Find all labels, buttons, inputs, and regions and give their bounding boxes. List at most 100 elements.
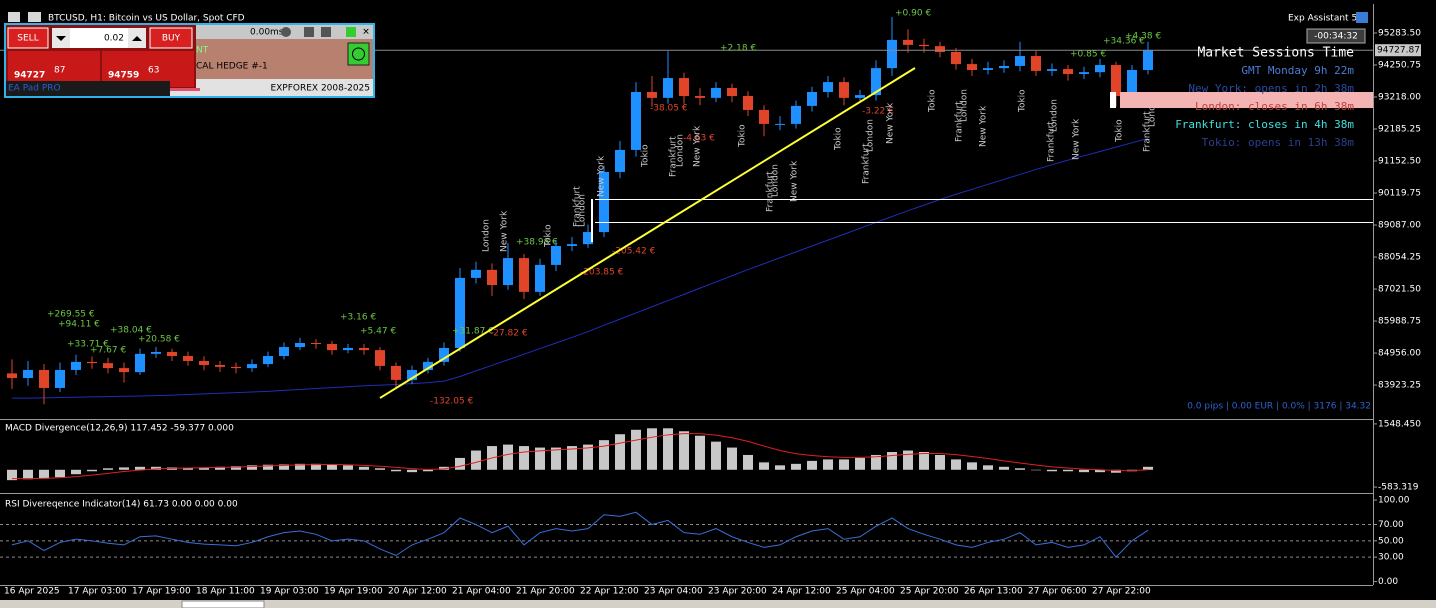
- candle-body: [1143, 50, 1153, 70]
- trade-annotation: +7.67 €: [90, 346, 126, 356]
- settings-icon[interactable]: [304, 27, 314, 37]
- histogram-bar: [1015, 468, 1025, 470]
- histogram-bar: [1031, 469, 1041, 471]
- histogram-bar: [39, 469, 49, 479]
- copyright: EXPFOREX 2008-2025: [270, 84, 370, 94]
- candle-body: [663, 78, 673, 98]
- session-new-york: New York: opens in 2h 38m: [1188, 82, 1354, 95]
- histogram-bar: [791, 463, 801, 470]
- status-indicator[interactable]: [347, 42, 370, 66]
- histogram-bar: [231, 466, 241, 470]
- histogram-bar: [759, 462, 769, 470]
- last-price-box: [1375, 44, 1421, 57]
- session-marker: New York: [500, 210, 510, 252]
- histogram-bar: [935, 454, 945, 470]
- signal-line: [12, 433, 1149, 480]
- trade-annotation: +38.04 €: [110, 326, 152, 336]
- histogram-bar: [455, 457, 465, 470]
- candle-body: [407, 369, 417, 380]
- histogram-bar: [775, 465, 785, 470]
- candle-body: [999, 65, 1009, 69]
- lot-input[interactable]: [70, 28, 128, 48]
- sessions-title: Market Sessions Time: [1197, 46, 1354, 61]
- candle-body: [743, 96, 753, 110]
- histogram-bar: [7, 469, 17, 481]
- candle-body: [695, 96, 705, 98]
- histogram-bar: [519, 446, 529, 470]
- candle-body: [791, 105, 801, 124]
- smiley: [352, 47, 365, 61]
- candle-body: [807, 91, 817, 106]
- assistant-icon[interactable]: [1356, 12, 1368, 23]
- timer: -00:34:32: [1314, 32, 1358, 42]
- histogram-bar: [711, 441, 721, 470]
- info-icon[interactable]: [281, 27, 291, 37]
- candle-body: [839, 82, 849, 98]
- histogram-bar: [695, 435, 705, 470]
- histogram-bar: [135, 466, 145, 470]
- x-tick-label: 22 Apr 12:00: [580, 587, 639, 597]
- histogram-bar: [999, 466, 1009, 470]
- candle-body: [23, 369, 33, 379]
- lot-value[interactable]: 0.02: [104, 34, 124, 44]
- histogram-bar: [887, 452, 897, 470]
- candle-body: [551, 246, 561, 265]
- histogram-bar: [391, 469, 401, 472]
- candle-body: [55, 369, 65, 388]
- session-marker: Tokio: [928, 89, 938, 113]
- tools-icon[interactable]: [321, 27, 331, 37]
- candle-body: [599, 171, 609, 233]
- close-icon[interactable]: ✕: [362, 28, 370, 38]
- session-marker: Tokio: [738, 124, 748, 148]
- trade-annotation: +269.55 €: [47, 310, 95, 320]
- status-line: 0.0 pips | 0.00 EUR | 0.0% | 3176 | 34.3…: [1187, 402, 1371, 412]
- x-tick-label: 21 Apr 20:00: [516, 587, 575, 597]
- y-tick-label: 87021.50: [1378, 285, 1421, 295]
- histogram-bar: [183, 468, 193, 470]
- session-marker: Frankfurt: [1047, 121, 1057, 162]
- session-marker: Tokio: [1018, 89, 1028, 113]
- candle-body: [199, 360, 209, 366]
- maximize-icon[interactable]: [346, 27, 356, 37]
- buy-label[interactable]: BUY: [162, 34, 181, 44]
- candle-body: [487, 269, 497, 286]
- candle-body: [935, 46, 945, 53]
- tab[interactable]: [181, 600, 265, 608]
- candle-body: [647, 91, 657, 98]
- candle-body: [1079, 72, 1089, 75]
- candle-body: [151, 351, 161, 354]
- histogram-bar: [375, 468, 385, 470]
- histogram-bar: [215, 466, 225, 470]
- trade-annotation: +0.85 €: [1070, 50, 1106, 60]
- y-tick-label: 90119.75: [1378, 189, 1421, 199]
- arrow: [132, 36, 142, 41]
- histogram-bar: [967, 462, 977, 470]
- candle-body: [679, 78, 689, 97]
- candle-body: [1047, 69, 1057, 71]
- x-tick-label: 26 Apr 13:00: [964, 587, 1023, 597]
- icon: [8, 12, 20, 22]
- session-marker: New York: [693, 125, 703, 167]
- assistant-name: Exp Assistant 5: [1288, 14, 1357, 24]
- x-tick-label: 21 Apr 04:00: [452, 587, 511, 597]
- sell-label[interactable]: SELL: [17, 34, 38, 44]
- candle-body: [1095, 65, 1105, 73]
- histogram-bar: [471, 450, 481, 470]
- candle-body: [535, 264, 545, 292]
- histogram-bar: [807, 460, 817, 470]
- latency: 0.00ms: [250, 28, 284, 38]
- buy-button[interactable]: [149, 27, 193, 49]
- session-marker: Tokio: [1115, 119, 1125, 143]
- trade-annotation: +3.16 €: [340, 313, 376, 323]
- sell-button[interactable]: [7, 27, 49, 49]
- brand-bar: [6, 81, 170, 96]
- trade-annotation: +0.90 €: [895, 9, 931, 19]
- session-marker: Frankfurt: [1143, 111, 1153, 152]
- histogram-bar: [103, 468, 113, 470]
- y-tick-label: 92185.25: [1378, 125, 1421, 135]
- candle-body: [423, 361, 433, 370]
- histogram-bar: [503, 444, 513, 470]
- indicator-title: RSI Divereqence Indicator(14) 61.73 0.00…: [5, 500, 238, 510]
- session-marker: London: [1050, 99, 1060, 132]
- y-tick-label: 89087.00: [1378, 221, 1421, 231]
